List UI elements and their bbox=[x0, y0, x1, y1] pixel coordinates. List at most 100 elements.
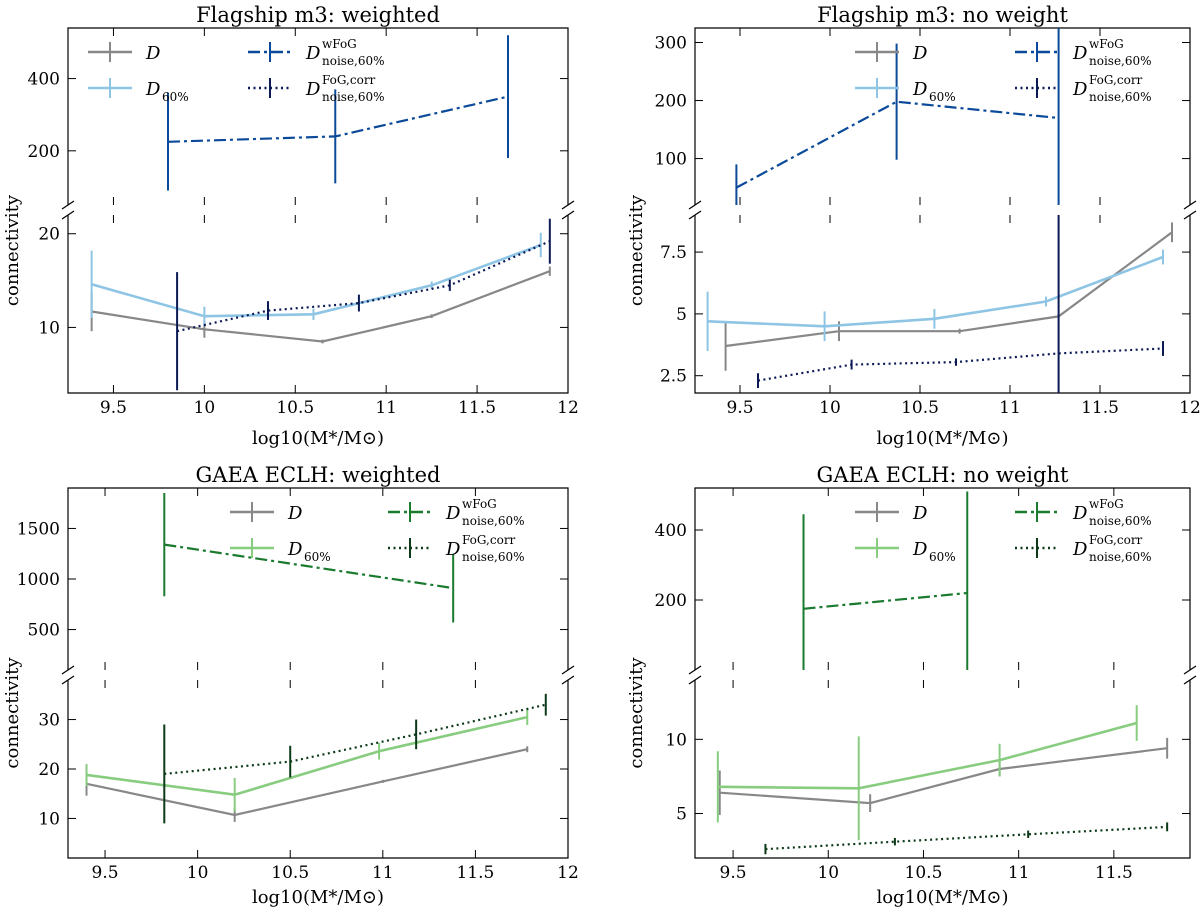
legend-label-subscript: noise,60% bbox=[322, 90, 385, 104]
data-point bbox=[176, 330, 178, 332]
y-tick-label: 200 bbox=[28, 142, 60, 162]
x-tick-label: 10 bbox=[817, 863, 839, 883]
data-point bbox=[90, 283, 93, 286]
x-tick-label: 10.5 bbox=[271, 863, 309, 883]
y-tick-label: 200 bbox=[655, 591, 687, 611]
data-point bbox=[1166, 747, 1168, 750]
chart-title: Flagship m3: no weight bbox=[817, 3, 1068, 27]
legend-label-subscript: 60% bbox=[162, 90, 189, 104]
legend-label-subscript: noise,60% bbox=[322, 54, 385, 68]
y-tick-label: 7.5 bbox=[660, 243, 687, 263]
y-tick-label: 10 bbox=[38, 318, 60, 338]
data-point bbox=[1162, 347, 1164, 350]
data-point bbox=[838, 330, 840, 332]
legend-label: D bbox=[305, 79, 321, 100]
x-axis-label: log10(M*/M⊙) bbox=[252, 887, 384, 908]
axis-break-mark bbox=[688, 200, 702, 210]
x-tick-label: 9.5 bbox=[92, 863, 119, 883]
x-tick-label: 11.5 bbox=[456, 863, 494, 883]
data-point bbox=[167, 140, 169, 143]
legend-entry-2: D 60% bbox=[88, 78, 189, 104]
data-point bbox=[724, 345, 727, 347]
x-tick-label: 9.5 bbox=[726, 398, 753, 418]
top-axes-frame bbox=[694, 27, 1191, 205]
legend-entry-4: D FoG,corr noise,60% bbox=[1015, 533, 1152, 564]
data-point bbox=[735, 186, 738, 189]
series-line-4 bbox=[765, 825, 1168, 851]
legend-label: D bbox=[1072, 503, 1088, 524]
data-point bbox=[452, 587, 454, 589]
series-line-3 bbox=[803, 591, 968, 610]
y-tick-label: 20 bbox=[38, 760, 60, 780]
legend-label-superscript: FoG,corr bbox=[462, 533, 516, 547]
data-point bbox=[312, 313, 315, 316]
x-tick-label: 11.5 bbox=[1095, 863, 1133, 883]
legend-entry-1: D bbox=[230, 502, 303, 524]
legend-entry-4: D FoG,corr noise,60% bbox=[1015, 73, 1152, 104]
x-axis-label: log10(M*/M⊙) bbox=[252, 428, 384, 449]
x-tick-label: 11.5 bbox=[1081, 398, 1119, 418]
data-point bbox=[321, 340, 324, 343]
data-point bbox=[549, 270, 551, 273]
data-point bbox=[955, 361, 957, 363]
data-point bbox=[802, 607, 805, 610]
data-point bbox=[526, 748, 529, 751]
x-tick-label: 11 bbox=[999, 398, 1021, 418]
series-line-1 bbox=[725, 231, 1173, 348]
x-tick-label: 12 bbox=[557, 863, 579, 883]
x-tick-label: 10 bbox=[187, 863, 209, 883]
legend-label-subscript: noise,60% bbox=[462, 514, 525, 528]
data-point bbox=[1162, 256, 1164, 258]
legend-label: D bbox=[912, 43, 928, 64]
bottom-axes-frame bbox=[694, 680, 1191, 859]
legend-label-superscript: wFoG bbox=[1089, 497, 1124, 511]
data-point bbox=[233, 814, 236, 816]
data-point bbox=[958, 330, 961, 332]
data-point bbox=[267, 309, 269, 312]
data-point bbox=[1171, 231, 1173, 234]
y-tick-label: 400 bbox=[655, 521, 687, 541]
x-tick-label: 12 bbox=[1179, 398, 1200, 418]
axis-break-mark bbox=[688, 665, 702, 675]
x-tick-label: 9.5 bbox=[100, 398, 127, 418]
legend-label: D bbox=[912, 539, 928, 560]
y-tick-label: 2.5 bbox=[660, 367, 687, 387]
data-point bbox=[717, 786, 719, 788]
legend-entry-1: D bbox=[855, 502, 928, 524]
series-line-2 bbox=[717, 721, 1138, 790]
data-point bbox=[358, 302, 360, 304]
chart-panel-4: GAEA ECLH: no weight 9.5 10 10.5 11 11.5 200 40… bbox=[626, 463, 1197, 908]
legend-label-subscript: noise,60% bbox=[1089, 54, 1152, 68]
y-tick-label: 1000 bbox=[17, 570, 60, 590]
legend-label: D bbox=[145, 79, 161, 100]
y-axis-label: connectivity bbox=[2, 194, 23, 306]
axis-break-mark bbox=[688, 210, 702, 220]
series-line-3 bbox=[164, 543, 454, 590]
legend-entry-1: D bbox=[88, 42, 161, 64]
legend-label: D bbox=[445, 539, 461, 560]
legend-label: D bbox=[287, 503, 303, 524]
series-line-4 bbox=[164, 703, 547, 775]
chart-panel-3: GAEA ECLH: weighted 9.5 10 10.5 11 11.5 12 500 1… bbox=[2, 463, 579, 908]
y-tick-label: 300 bbox=[655, 34, 687, 54]
data-point bbox=[1057, 352, 1060, 355]
data-point bbox=[869, 802, 871, 804]
legend-label: D bbox=[912, 503, 928, 524]
legend-label: D bbox=[305, 43, 321, 64]
bottom-axes-frame bbox=[694, 215, 1191, 394]
data-point bbox=[1057, 117, 1060, 119]
y-tick-label: 400 bbox=[28, 70, 60, 90]
data-point bbox=[415, 733, 417, 736]
y-tick-label: 5 bbox=[676, 805, 687, 825]
legend-label-subscript: 60% bbox=[929, 90, 956, 104]
series-line-1 bbox=[86, 748, 528, 817]
data-point bbox=[430, 284, 433, 287]
x-tick-label: 10 bbox=[819, 398, 841, 418]
y-tick-label: 30 bbox=[38, 711, 60, 731]
top-axes-frame bbox=[694, 487, 1191, 670]
data-point bbox=[998, 759, 1001, 761]
legend-label: D bbox=[912, 79, 928, 100]
data-point bbox=[233, 793, 236, 796]
